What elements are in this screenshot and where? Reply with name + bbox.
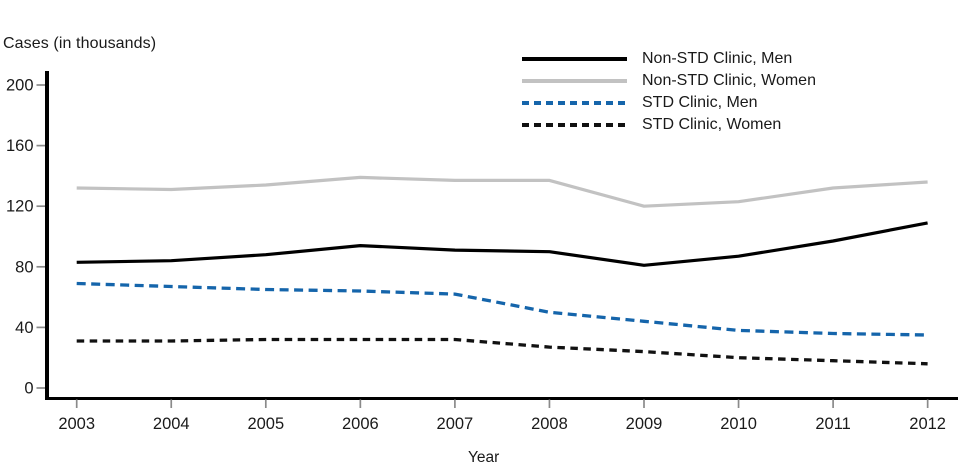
x-tick-label: 2010 <box>720 415 757 433</box>
y-tick-label: 0 <box>24 380 33 398</box>
y-tick-label: 160 <box>6 137 34 155</box>
y-axis-line <box>45 71 49 400</box>
x-tick-label: 2005 <box>247 415 284 433</box>
legend-item-non-std-clinic-men: Non-STD Clinic, Men <box>522 48 816 70</box>
series-line-non-std-clinic-women <box>76 175 928 208</box>
legend-line-swatch <box>522 101 627 105</box>
x-tick-label: 2004 <box>153 415 190 433</box>
x-axis-ticks: 2003 2004 2005 2006 2007 2008 2009 2010 2011 2012 <box>58 399 946 433</box>
legend-line-swatch <box>522 57 627 61</box>
series-line-non-std-clinic-men <box>76 221 928 267</box>
legend-label: STD Clinic, Men <box>642 94 758 111</box>
legend-label: Non-STD Clinic, Women <box>642 72 816 89</box>
series-line-std-clinic-men <box>76 281 928 337</box>
y-axis-ticks: 0 40 80 120 160 200 <box>6 77 45 398</box>
legend-item-std-clinic-men: STD Clinic, Men <box>522 92 816 114</box>
x-axis-title: Year <box>468 449 500 466</box>
legend-line-swatch <box>522 123 627 127</box>
x-axis-line <box>45 397 958 400</box>
legend-line-swatch <box>522 79 627 83</box>
y-tick-label: 40 <box>15 319 33 337</box>
x-tick-label: 2007 <box>437 415 474 433</box>
legend-item-non-std-clinic-women: Non-STD Clinic, Women <box>522 70 816 92</box>
x-tick-label: 2012 <box>909 415 946 433</box>
y-tick-label: 120 <box>6 198 34 216</box>
y-tick-label: 200 <box>6 77 34 95</box>
x-tick-label: 2011 <box>815 415 850 433</box>
y-tick-label: 80 <box>15 258 33 276</box>
legend: Non-STD Clinic, Men Non-STD Clinic, Wome… <box>522 48 816 136</box>
x-tick-label: 2009 <box>626 415 663 433</box>
x-tick-label: 2008 <box>531 415 568 433</box>
legend-item-std-clinic-women: STD Clinic, Women <box>522 114 816 136</box>
x-tick-label: 2003 <box>58 415 95 433</box>
legend-label: Non-STD Clinic, Men <box>642 50 793 67</box>
series-line-std-clinic-women <box>76 337 928 366</box>
y-axis-title: Cases (in thousands) <box>3 35 157 52</box>
legend-label: STD Clinic, Women <box>642 116 782 133</box>
series-lines <box>76 175 928 366</box>
x-tick-label: 2006 <box>342 415 379 433</box>
